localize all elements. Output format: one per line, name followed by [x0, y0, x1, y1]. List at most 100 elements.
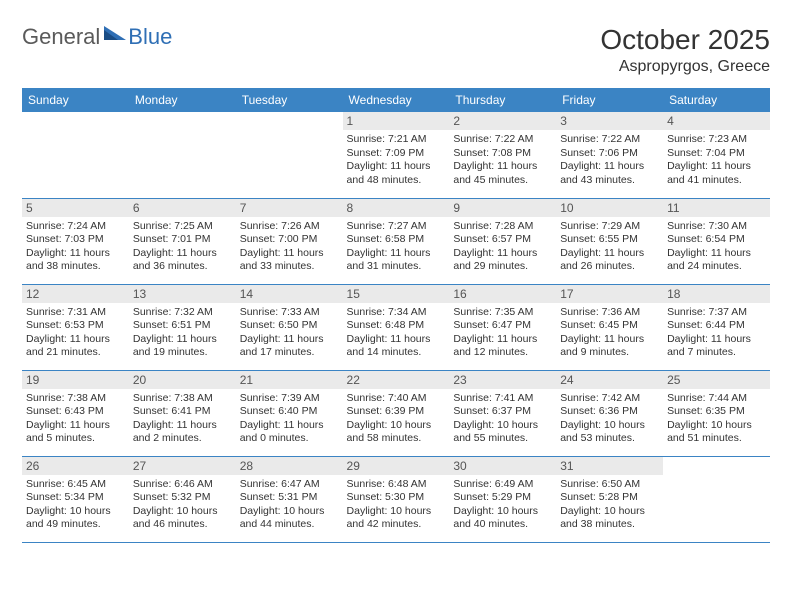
sunset-text: Sunset: 7:01 PM — [133, 233, 232, 247]
calendar-cell: 12 Sunrise: 7:31 AMSunset: 6:53 PMDayligh… — [22, 284, 129, 370]
day-number: 19 — [22, 371, 129, 389]
day-details: Sunrise: 7:37 AMSunset: 6:44 PMDaylight:… — [667, 306, 766, 361]
sunrise-text: Sunrise: 7:30 AM — [667, 220, 766, 234]
calendar-row: 19Sunrise: 7:38 AMSunset: 6:43 PMDayligh… — [22, 370, 770, 456]
calendar-cell — [22, 112, 129, 198]
day-number: 1 — [343, 112, 450, 130]
day-number: 28 — [236, 457, 343, 475]
day-number: 11 — [663, 199, 770, 217]
sunrise-text: Sunrise: 7:33 AM — [240, 306, 339, 320]
calendar-cell: 29Sunrise: 6:48 AMSunset: 5:30 PMDayligh… — [343, 456, 450, 542]
calendar-cell: 1Sunrise: 7:21 AMSunset: 7:09 PMDaylight… — [343, 112, 450, 198]
sunrise-text: Sunrise: 7:44 AM — [667, 392, 766, 406]
calendar-page: General Blue October 2025 Aspropyrgos, G… — [0, 0, 792, 553]
day-number: 3 — [556, 112, 663, 130]
sunset-text: Sunset: 6:58 PM — [347, 233, 446, 247]
logo-text-general: General — [22, 24, 100, 50]
sunrise-text: Sunrise: 7:26 AM — [240, 220, 339, 234]
sunset-text: Sunset: 6:50 PM — [240, 319, 339, 333]
calendar-cell: 30Sunrise: 6:49 AMSunset: 5:29 PMDayligh… — [449, 456, 556, 542]
daylight-text: Daylight: 11 hours and 48 minutes. — [347, 160, 446, 187]
daylight-text: Daylight: 11 hours and 7 minutes. — [667, 333, 766, 360]
sunset-text: Sunset: 6:47 PM — [453, 319, 552, 333]
col-monday: Monday — [129, 88, 236, 112]
sunrise-text: Sunrise: 6:49 AM — [453, 478, 552, 492]
sunrise-text: Sunrise: 7:22 AM — [560, 133, 659, 147]
day-number: 27 — [129, 457, 236, 475]
sunrise-text: Sunrise: 6:46 AM — [133, 478, 232, 492]
day-details: Sunrise: 7:23 AMSunset: 7:04 PMDaylight:… — [667, 133, 766, 188]
day-details: Sunrise: 7:40 AMSunset: 6:39 PMDaylight:… — [347, 392, 446, 447]
daylight-text: Daylight: 10 hours and 38 minutes. — [560, 505, 659, 532]
calendar-cell: 22Sunrise: 7:40 AMSunset: 6:39 PMDayligh… — [343, 370, 450, 456]
col-saturday: Saturday — [663, 88, 770, 112]
calendar-cell: 27Sunrise: 6:46 AMSunset: 5:32 PMDayligh… — [129, 456, 236, 542]
day-details: Sunrise: 7:44 AMSunset: 6:35 PMDaylight:… — [667, 392, 766, 447]
day-number: 5 — [22, 199, 129, 217]
logo: General Blue — [22, 24, 172, 50]
sunset-text: Sunset: 5:32 PM — [133, 491, 232, 505]
calendar-row: 5Sunrise: 7:24 AMSunset: 7:03 PMDaylight… — [22, 198, 770, 284]
daylight-text: Daylight: 11 hours and 38 minutes. — [26, 247, 125, 274]
daylight-text: Daylight: 10 hours and 49 minutes. — [26, 505, 125, 532]
day-number: 2 — [449, 112, 556, 130]
day-details: Sunrise: 7:28 AMSunset: 6:57 PMDaylight:… — [453, 220, 552, 275]
calendar-row: 1Sunrise: 7:21 AMSunset: 7:09 PMDaylight… — [22, 112, 770, 198]
calendar-cell: 10Sunrise: 7:29 AMSunset: 6:55 PMDayligh… — [556, 198, 663, 284]
day-number: 10 — [556, 199, 663, 217]
sunrise-text: Sunrise: 6:47 AM — [240, 478, 339, 492]
day-details: Sunrise: 7:42 AMSunset: 6:36 PMDaylight:… — [560, 392, 659, 447]
col-sunday: Sunday — [22, 88, 129, 112]
sunset-text: Sunset: 6:35 PM — [667, 405, 766, 419]
calendar-cell: 15Sunrise: 7:34 AMSunset: 6:48 PMDayligh… — [343, 284, 450, 370]
sunset-text: Sunset: 7:09 PM — [347, 147, 446, 161]
sunset-text: Sunset: 6:44 PM — [667, 319, 766, 333]
sunrise-text: Sunrise: 7:39 AM — [240, 392, 339, 406]
sunset-text: Sunset: 5:31 PM — [240, 491, 339, 505]
daylight-text: Daylight: 10 hours and 51 minutes. — [667, 419, 766, 446]
calendar-cell: 3Sunrise: 7:22 AMSunset: 7:06 PMDaylight… — [556, 112, 663, 198]
calendar-cell: 21Sunrise: 7:39 AMSunset: 6:40 PMDayligh… — [236, 370, 343, 456]
col-thursday: Thursday — [449, 88, 556, 112]
day-number: 26 — [22, 457, 129, 475]
daylight-text: Daylight: 11 hours and 19 minutes. — [133, 333, 232, 360]
day-details: Sunrise: 7:36 AMSunset: 6:45 PMDaylight:… — [560, 306, 659, 361]
sunrise-text: Sunrise: 7:40 AM — [347, 392, 446, 406]
day-number: 12 — [22, 285, 129, 303]
calendar-row: 26Sunrise: 6:45 AMSunset: 5:34 PMDayligh… — [22, 456, 770, 542]
sunset-text: Sunset: 6:43 PM — [26, 405, 125, 419]
day-number: 7 — [236, 199, 343, 217]
sunset-text: Sunset: 6:57 PM — [453, 233, 552, 247]
day-details: Sunrise: 7:22 AMSunset: 7:08 PMDaylight:… — [453, 133, 552, 188]
col-wednesday: Wednesday — [343, 88, 450, 112]
day-number: 15 — [343, 285, 450, 303]
day-details: Sunrise: 7:31 AMSunset: 6:53 PMDaylight:… — [26, 306, 125, 361]
calendar-cell: 6Sunrise: 7:25 AMSunset: 7:01 PMDaylight… — [129, 198, 236, 284]
sunrise-text: Sunrise: 7:29 AM — [560, 220, 659, 234]
daylight-text: Daylight: 11 hours and 5 minutes. — [26, 419, 125, 446]
daylight-text: Daylight: 11 hours and 36 minutes. — [133, 247, 232, 274]
sunset-text: Sunset: 6:41 PM — [133, 405, 232, 419]
day-details: Sunrise: 6:50 AMSunset: 5:28 PMDaylight:… — [560, 478, 659, 533]
sunset-text: Sunset: 6:54 PM — [667, 233, 766, 247]
day-details: Sunrise: 7:35 AMSunset: 6:47 PMDaylight:… — [453, 306, 552, 361]
day-details: Sunrise: 7:30 AMSunset: 6:54 PMDaylight:… — [667, 220, 766, 275]
daylight-text: Daylight: 10 hours and 55 minutes. — [453, 419, 552, 446]
sunrise-text: Sunrise: 6:45 AM — [26, 478, 125, 492]
sunset-text: Sunset: 7:06 PM — [560, 147, 659, 161]
calendar-body: 1Sunrise: 7:21 AMSunset: 7:09 PMDaylight… — [22, 112, 770, 542]
daylight-text: Daylight: 11 hours and 0 minutes. — [240, 419, 339, 446]
sunrise-text: Sunrise: 7:34 AM — [347, 306, 446, 320]
sunset-text: Sunset: 6:36 PM — [560, 405, 659, 419]
daylight-text: Daylight: 11 hours and 29 minutes. — [453, 247, 552, 274]
sunrise-text: Sunrise: 6:50 AM — [560, 478, 659, 492]
day-number: 14 — [236, 285, 343, 303]
calendar-cell — [236, 112, 343, 198]
sunrise-text: Sunrise: 7:25 AM — [133, 220, 232, 234]
day-details: Sunrise: 7:41 AMSunset: 6:37 PMDaylight:… — [453, 392, 552, 447]
daylight-text: Daylight: 11 hours and 17 minutes. — [240, 333, 339, 360]
calendar-cell: 28Sunrise: 6:47 AMSunset: 5:31 PMDayligh… — [236, 456, 343, 542]
day-number: 31 — [556, 457, 663, 475]
col-tuesday: Tuesday — [236, 88, 343, 112]
sunset-text: Sunset: 6:40 PM — [240, 405, 339, 419]
